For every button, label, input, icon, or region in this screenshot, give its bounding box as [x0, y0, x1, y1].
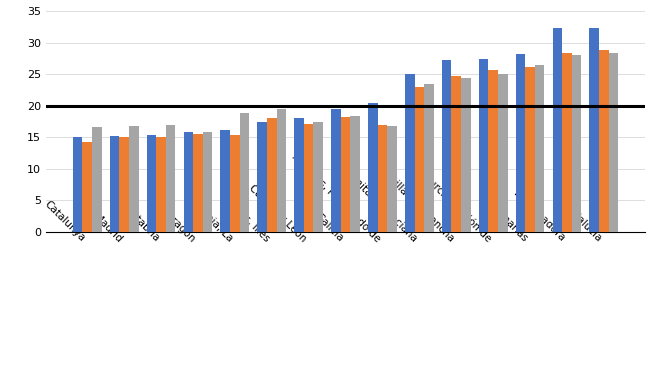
Bar — [526, 67, 535, 232]
Bar — [589, 28, 599, 232]
Bar — [368, 103, 378, 232]
Bar — [572, 55, 582, 232]
Bar — [73, 137, 83, 232]
Bar — [599, 50, 608, 232]
Bar — [129, 126, 139, 232]
Bar — [479, 58, 488, 232]
Bar — [562, 53, 572, 232]
Bar — [240, 113, 249, 232]
Bar — [415, 87, 424, 232]
Bar — [387, 126, 397, 232]
Bar — [294, 118, 304, 232]
Bar — [461, 78, 471, 232]
Bar — [451, 76, 461, 232]
Bar — [119, 137, 129, 232]
Bar — [156, 137, 166, 232]
Bar — [314, 122, 323, 232]
Bar — [92, 126, 102, 232]
Bar — [220, 131, 230, 232]
Bar — [276, 109, 286, 232]
Bar — [331, 109, 341, 232]
Bar — [304, 124, 314, 232]
Bar — [488, 70, 498, 232]
Bar — [350, 116, 360, 232]
Bar — [516, 54, 526, 232]
Bar — [498, 74, 507, 232]
Bar — [341, 117, 350, 232]
Bar — [267, 119, 276, 232]
Bar — [258, 122, 267, 232]
Bar — [405, 74, 415, 232]
Bar — [535, 65, 544, 232]
Bar — [552, 28, 562, 232]
Bar — [608, 53, 618, 232]
Bar — [147, 135, 156, 232]
Bar — [203, 132, 213, 232]
Bar — [166, 125, 175, 232]
Bar — [378, 125, 387, 232]
Bar — [184, 132, 193, 232]
Bar — [193, 134, 203, 232]
Bar — [230, 135, 240, 232]
Bar — [83, 142, 92, 232]
Bar — [424, 84, 434, 232]
Bar — [442, 60, 451, 232]
Bar — [110, 136, 119, 232]
